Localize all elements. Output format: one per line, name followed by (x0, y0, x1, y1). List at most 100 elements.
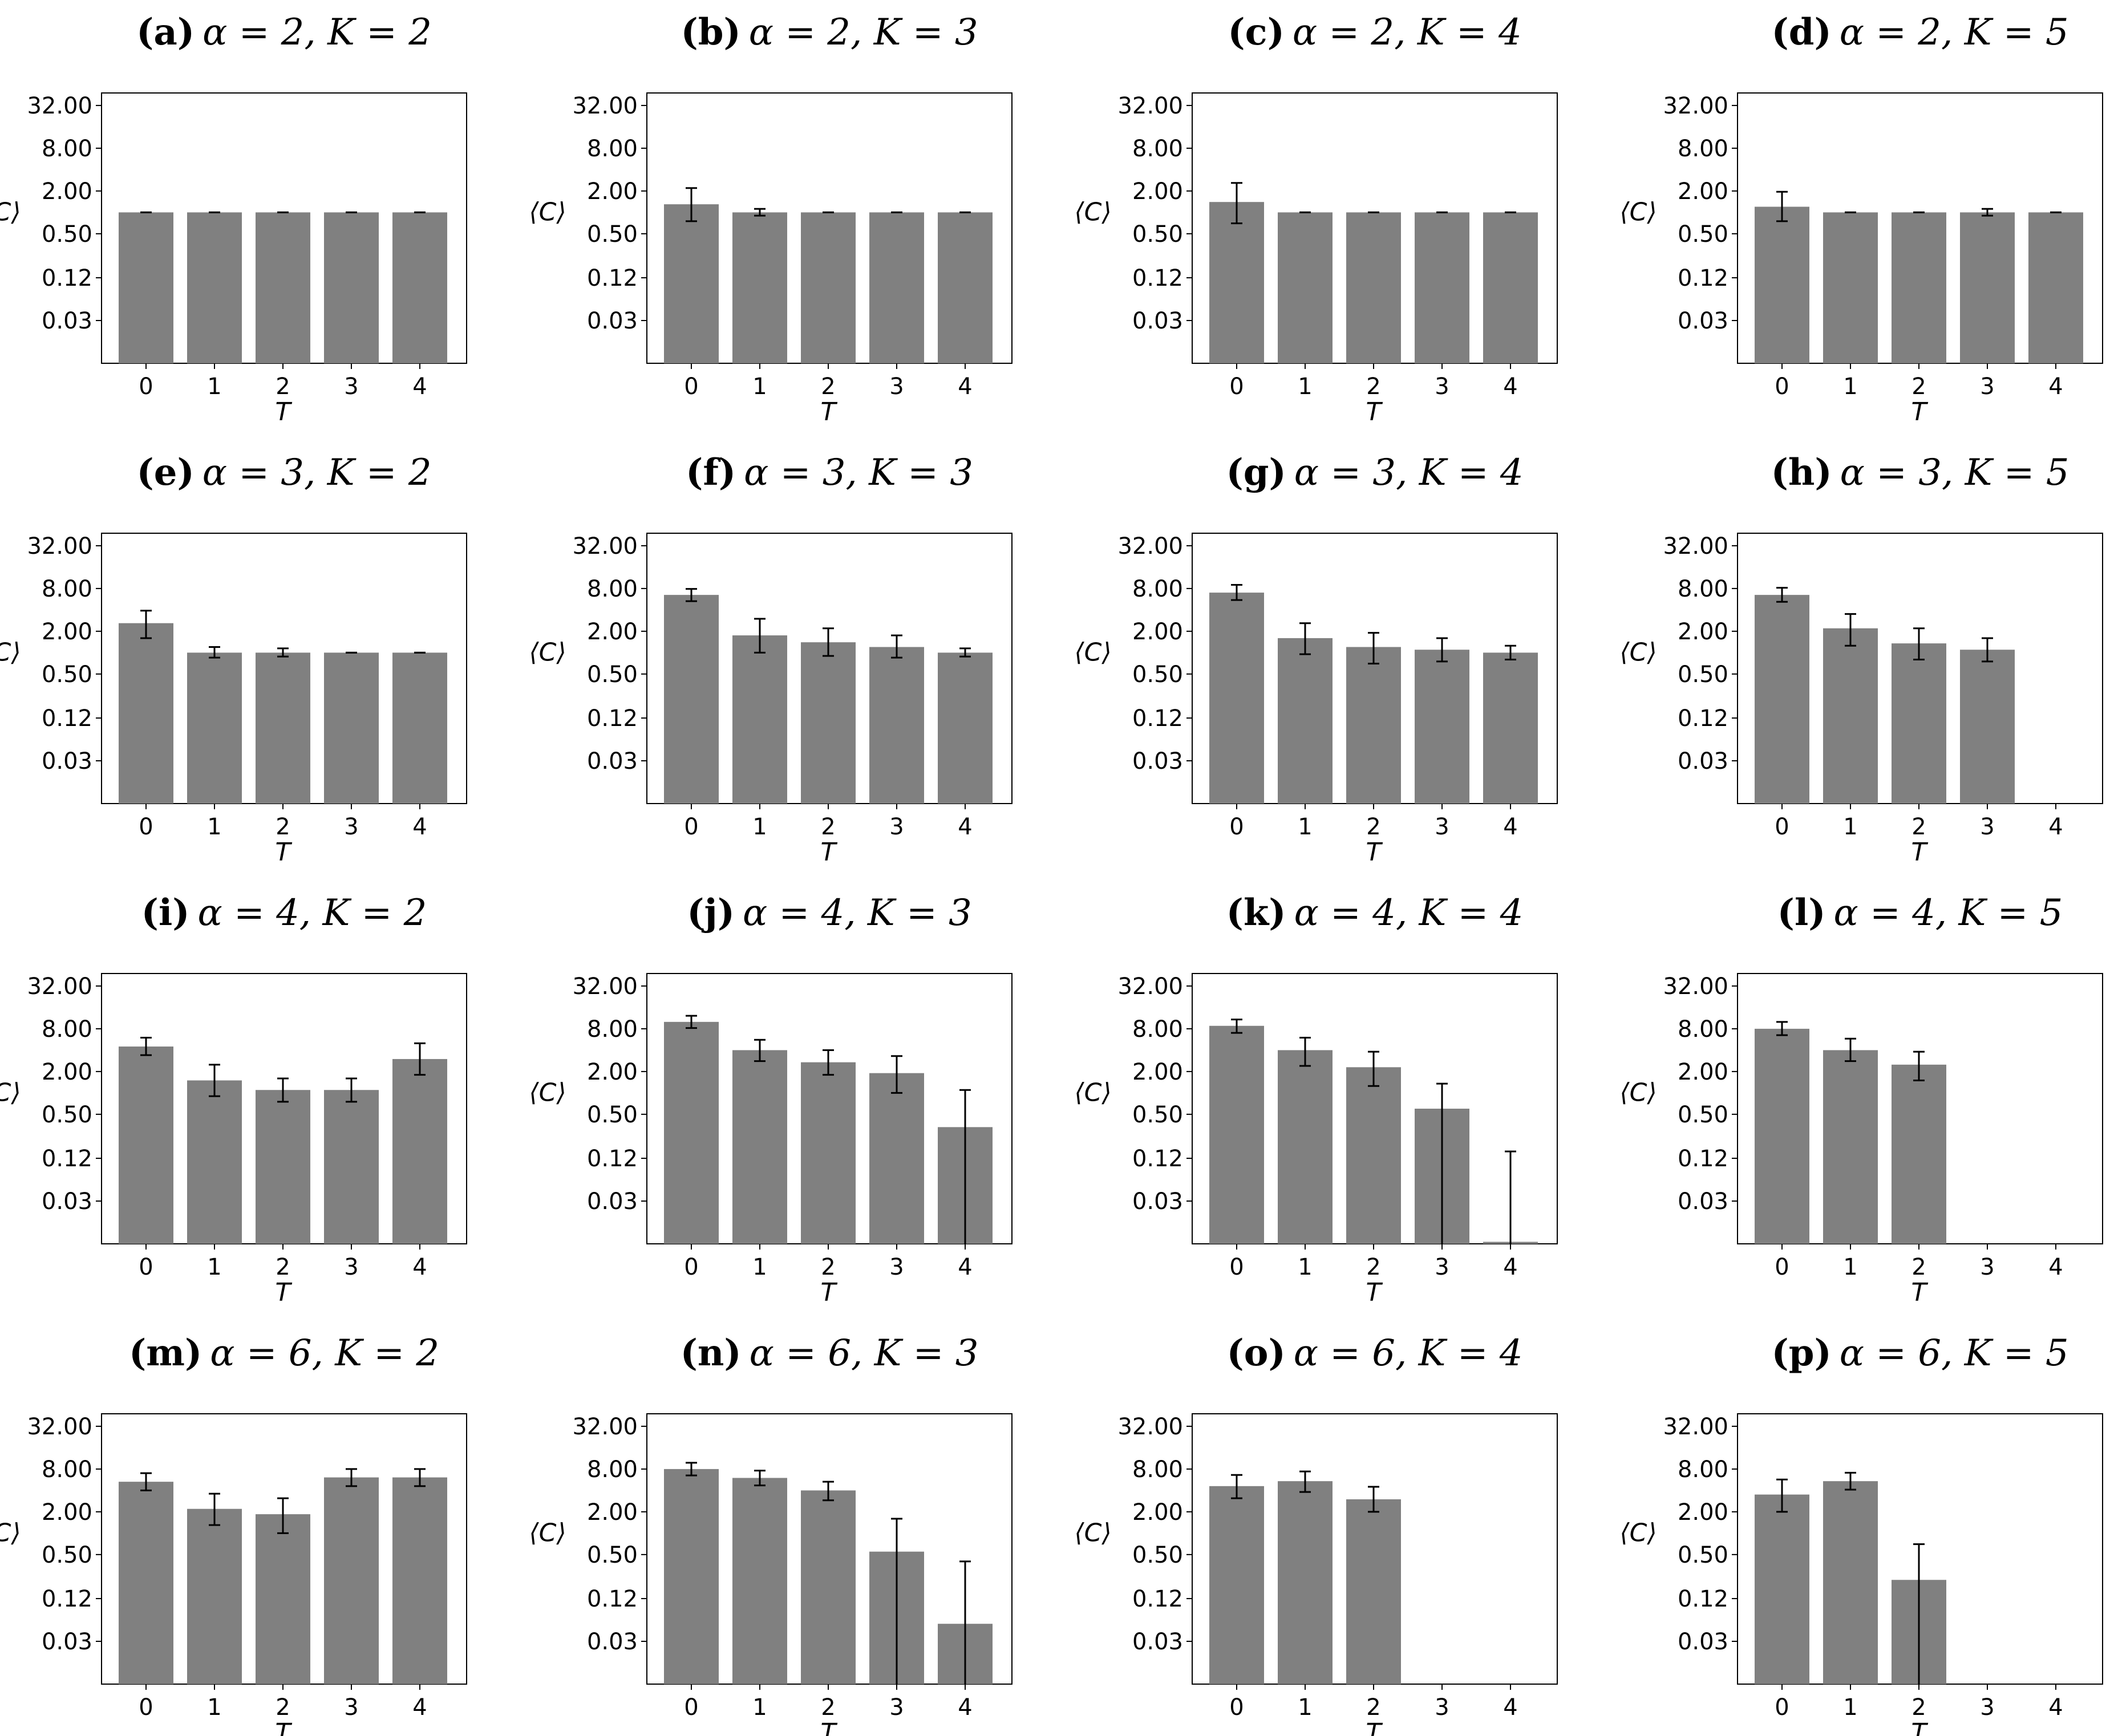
panel-params: α = 6, K = 4 (1294, 1332, 1523, 1374)
x-axis-label: T (276, 398, 293, 427)
panel-n: (n) α = 6, K = 3 0.03 0.12 0.50 2.00 8.00 32.00… (529, 1332, 1013, 1736)
y-axis-label: ⟨C⟩ (1074, 197, 1111, 226)
bar (1823, 1050, 1878, 1244)
x-tick-label: 1 (752, 1254, 767, 1280)
x-axis-label: T (821, 398, 838, 427)
x-tick-label: 1 (1843, 374, 1857, 400)
x-tick-label: 4 (958, 1254, 972, 1280)
bar (392, 1058, 447, 1244)
y-tick-label: 8.00 (1132, 1016, 1183, 1043)
panel-title: (c) α = 2, K = 4 (1228, 11, 1521, 54)
panel-o: (o) α = 6, K = 4 0.03 0.12 0.50 2.00 8.00 32.00… (1074, 1332, 1558, 1736)
panel-letter: (i) (141, 891, 190, 934)
panel-i: (i) α = 4, K = 2 0.03 0.12 0.50 2.00 8.00 32.00… (0, 891, 467, 1307)
x-tick-label: 2 (1366, 814, 1380, 840)
panel-k: (k) α = 4, K = 4 0.03 0.12 0.50 2.00 8.00 32.00… (1074, 891, 1558, 1307)
y-tick-label: 8.00 (587, 1457, 638, 1483)
panel-params: α = 4, K = 4 (1294, 892, 1524, 934)
panel-letter: (o) (1226, 1332, 1285, 1374)
panel-letter: (b) (681, 11, 740, 54)
y-tick-label: 0.50 (1678, 1542, 1728, 1568)
y-tick-label: 2.00 (1132, 1499, 1183, 1526)
y-tick-label: 2.00 (587, 619, 638, 645)
panel-letter: (f) (686, 451, 736, 494)
y-tick-label: 2.00 (42, 1059, 92, 1085)
bar (1209, 593, 1264, 804)
x-tick-label: 2 (276, 814, 290, 840)
x-tick-label: 0 (684, 814, 698, 840)
panel-letter: (e) (136, 451, 194, 494)
bar (1960, 650, 2015, 804)
panel-letter: (c) (1228, 11, 1285, 54)
y-tick-label: 32.00 (1117, 1414, 1183, 1440)
y-tick-label: 2.00 (1678, 179, 1728, 205)
x-axis-label: T (1366, 1718, 1383, 1736)
x-tick-label: 3 (344, 814, 358, 840)
bar (664, 1021, 719, 1244)
y-tick-label: 32.00 (572, 93, 638, 119)
x-tick-label: 0 (1775, 1694, 1789, 1721)
y-tick-label: 32.00 (1117, 533, 1183, 559)
panel-title: (b) α = 2, K = 3 (681, 11, 978, 54)
x-tick-label: 4 (1503, 1694, 1517, 1721)
y-axis-label: ⟨C⟩ (0, 1518, 21, 1547)
panel-params: α = 4, K = 5 (1834, 892, 2063, 934)
panel-params: α = 6, K = 2 (210, 1332, 439, 1374)
y-tick-label: 0.50 (587, 1102, 638, 1128)
panel-title: (e) α = 3, K = 2 (136, 451, 431, 494)
y-tick-label: 8.00 (1678, 1016, 1728, 1043)
y-tick-label: 0.03 (42, 748, 92, 774)
y-tick-label: 0.03 (1678, 1629, 1728, 1655)
bar (1755, 595, 1809, 804)
x-tick-label: 0 (139, 1254, 153, 1280)
y-tick-label: 0.03 (1132, 748, 1183, 774)
bar (801, 642, 856, 804)
x-tick-label: 3 (889, 1254, 904, 1280)
x-tick-label: 4 (1503, 814, 1517, 840)
panel-title: (d) α = 2, K = 5 (1771, 11, 2068, 54)
panel-title: (g) α = 3, K = 4 (1226, 451, 1523, 494)
x-tick-label: 1 (1298, 1694, 1312, 1721)
bar (732, 1478, 787, 1684)
panel-letter: (m) (129, 1332, 202, 1374)
y-axis-label: ⟨C⟩ (1074, 638, 1111, 667)
x-tick-label: 0 (1775, 1254, 1789, 1280)
bar (1209, 202, 1264, 363)
panel-params: α = 4, K = 3 (743, 892, 972, 934)
x-tick-label: 3 (1980, 1694, 1994, 1721)
y-tick-label: 8.00 (1132, 136, 1183, 162)
x-tick-label: 3 (889, 374, 904, 400)
x-axis-label: T (276, 1718, 293, 1736)
x-tick-label: 1 (207, 374, 221, 400)
bar (801, 212, 856, 363)
x-tick-label: 2 (1366, 374, 1380, 400)
y-tick-label: 0.50 (1132, 221, 1183, 248)
panel-params: α = 2, K = 3 (749, 11, 978, 54)
bar (1823, 212, 1878, 363)
bar (801, 1490, 856, 1684)
bar (324, 1477, 379, 1684)
y-tick-label: 0.03 (42, 1189, 92, 1215)
panel-title: (n) α = 6, K = 3 (681, 1332, 979, 1374)
x-tick-label: 4 (958, 374, 972, 400)
y-tick-label: 0.03 (1132, 1189, 1183, 1215)
y-tick-label: 8.00 (587, 136, 638, 162)
panel-title: (f) α = 3, K = 3 (686, 451, 973, 494)
y-tick-label: 0.50 (1678, 1102, 1728, 1128)
bar (324, 212, 379, 363)
bar (187, 212, 242, 363)
y-tick-label: 32.00 (1663, 93, 1728, 119)
panel-f: (f) α = 3, K = 3 0.03 0.12 0.50 2.00 8.00 32.00… (529, 451, 1013, 867)
x-tick-label: 3 (1435, 1694, 1449, 1721)
y-tick-label: 0.03 (1678, 308, 1728, 334)
x-axis-label: T (821, 1278, 838, 1307)
x-axis-label: T (1911, 1718, 1929, 1736)
bar (119, 212, 173, 363)
x-tick-label: 4 (2048, 1254, 2063, 1280)
y-tick-label: 32.00 (27, 1414, 92, 1440)
y-tick-label: 8.00 (1678, 576, 1728, 602)
x-tick-label: 2 (1911, 1694, 1926, 1721)
panel-title: (p) α = 6, K = 5 (1771, 1332, 2068, 1374)
y-tick-label: 0.03 (587, 748, 638, 774)
